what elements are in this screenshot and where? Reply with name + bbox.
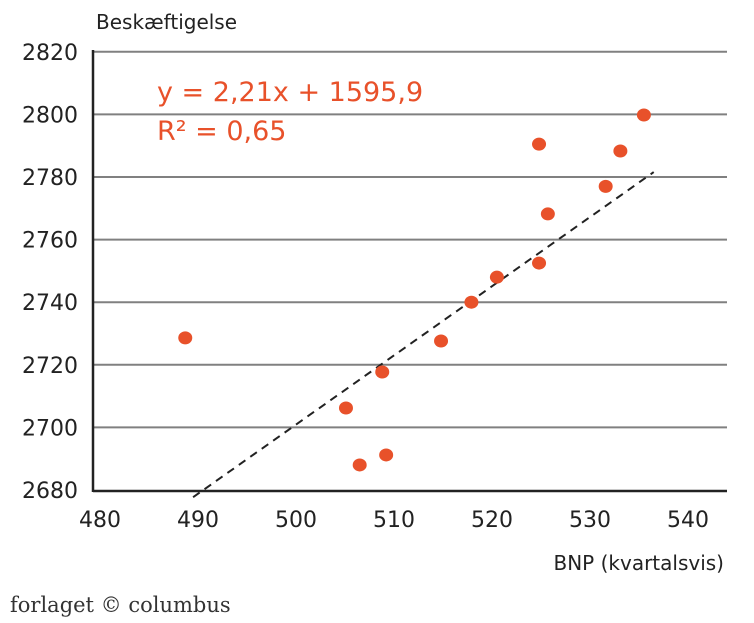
data-point: [613, 144, 628, 158]
x-tick-label: 510: [373, 508, 415, 533]
y-tick-label: 2800: [22, 103, 78, 128]
gridlines: [93, 50, 727, 429]
trendline: [192, 171, 655, 499]
x-tick-label: 480: [79, 508, 121, 533]
data-point: [434, 334, 449, 348]
publisher-logo: forlaget © columbus: [10, 593, 231, 617]
regression-equation: y = 2,21x + 1595,9: [157, 77, 423, 108]
data-point: [178, 331, 193, 345]
y-tick-label: 2740: [22, 291, 78, 316]
y-tick-label: 2780: [22, 166, 78, 191]
data-point: [489, 270, 504, 284]
x-tick-labels: 480 490 500 510 520 530 540: [79, 508, 709, 533]
y-tick-label: 2720: [22, 354, 78, 379]
data-point: [375, 365, 390, 379]
x-tick-label: 520: [471, 508, 513, 533]
y-tick-label: 2760: [22, 229, 78, 254]
data-point: [338, 401, 353, 415]
data-point: [379, 448, 394, 462]
x-axis-label: BNP (kvartalsvis): [554, 551, 725, 575]
r-squared: R² = 0,65: [157, 116, 287, 147]
data-point: [598, 179, 613, 193]
y-tick-labels: 2680 2700 2720 2740 2760 2780 2800 2820: [22, 41, 78, 504]
x-tick-label: 540: [667, 508, 709, 533]
data-point: [464, 295, 479, 309]
data-point: [352, 458, 367, 472]
data-point: [540, 207, 555, 221]
x-tick-label: 500: [275, 508, 317, 533]
x-tick-label: 530: [569, 508, 611, 533]
data-point: [636, 108, 651, 122]
y-tick-label: 2700: [22, 416, 78, 441]
y-tick-label: 2820: [22, 41, 78, 66]
data-point: [532, 256, 547, 270]
data-point: [532, 137, 547, 151]
data-points: [178, 108, 651, 472]
y-axis-label: Beskæftigelse: [96, 10, 237, 34]
y-tick-label: 2680: [22, 479, 78, 504]
x-tick-label: 490: [177, 508, 219, 533]
